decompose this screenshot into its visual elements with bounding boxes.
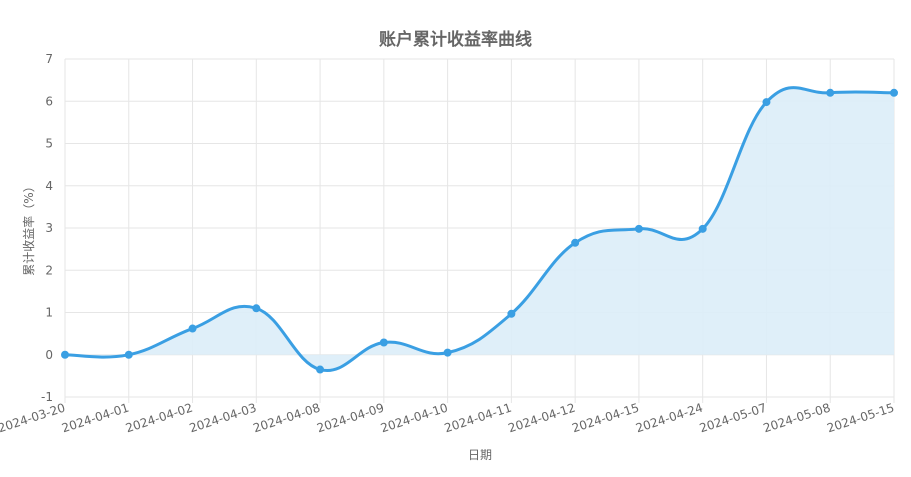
y-tick-label: 2: [45, 263, 53, 277]
y-tick-label: 4: [45, 179, 53, 193]
y-tick-label: 5: [45, 137, 53, 151]
series-line: [63, 86, 896, 373]
x-axis-label: 日期: [468, 448, 492, 462]
x-tick-label: 2024-04-08: [251, 401, 322, 436]
data-point[interactable]: [762, 98, 771, 107]
data-point[interactable]: [61, 350, 69, 359]
series-area: [65, 87, 894, 371]
y-axis-label: 累计收益率（%）: [21, 180, 36, 275]
data-point[interactable]: [890, 88, 898, 97]
x-tick-label: 2024-04-11: [443, 401, 514, 436]
x-tick-label: 2024-04-15: [570, 401, 641, 436]
data-point[interactable]: [634, 224, 643, 233]
y-tick-label: 7: [45, 52, 53, 66]
y-tick-label: 0: [45, 348, 53, 362]
data-point[interactable]: [826, 88, 835, 97]
x-tick-label: 2024-04-10: [379, 401, 450, 436]
y-tick-label: 3: [45, 221, 53, 235]
data-point[interactable]: [252, 304, 261, 313]
y-tick-label: 1: [45, 306, 53, 320]
x-tick-label: 2024-03-20: [0, 401, 67, 436]
x-tick-label: 2024-05-07: [698, 401, 769, 436]
data-points[interactable]: [61, 88, 898, 374]
data-point[interactable]: [379, 338, 388, 347]
data-point[interactable]: [188, 324, 197, 333]
x-tick-label: 2024-04-12: [506, 401, 577, 436]
x-tick-label: 2024-05-08: [761, 401, 832, 436]
data-point[interactable]: [443, 348, 452, 357]
y-tick-label: 6: [45, 94, 53, 108]
chart-title: 账户累计收益率曲线: [379, 30, 532, 50]
y-axis-ticks: -1 0 1 2 3 4 5 6 7: [41, 52, 53, 404]
x-tick-label: 2024-04-09: [315, 401, 386, 436]
data-point[interactable]: [571, 238, 580, 247]
data-point[interactable]: [124, 350, 133, 359]
x-axis-ticks: 2024-03-202024-04-012024-04-022024-04-03…: [0, 401, 896, 436]
data-point[interactable]: [507, 309, 516, 318]
area-fill: [65, 87, 894, 371]
y-tick-label: -1: [41, 390, 53, 404]
x-tick-label: 2024-04-01: [60, 401, 131, 436]
x-tick-label: 2024-04-02: [124, 401, 195, 436]
data-point[interactable]: [698, 224, 707, 233]
data-point[interactable]: [316, 365, 325, 374]
x-tick-label: 2024-04-24: [634, 401, 705, 436]
x-tick-label: 2024-04-03: [188, 401, 259, 436]
series-path: [63, 86, 896, 373]
x-tick-label: 2024-05-15: [825, 401, 896, 436]
